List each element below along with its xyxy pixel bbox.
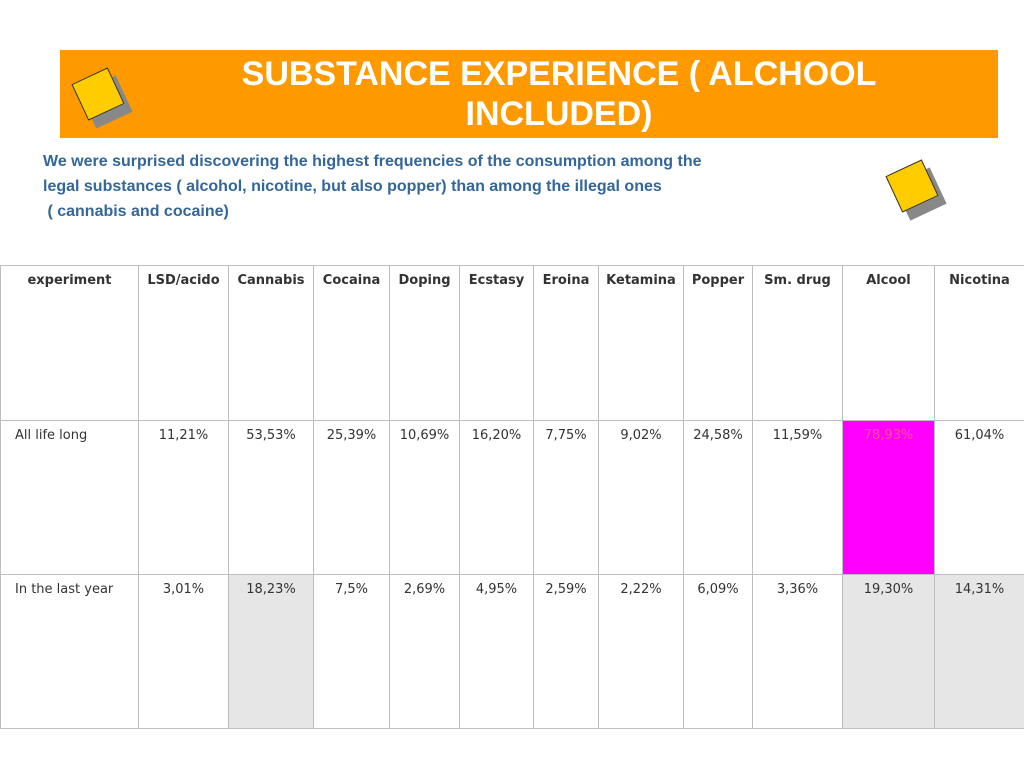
yellow-square-icon: [71, 67, 133, 129]
table-cell: 3,01%: [138, 574, 229, 729]
table-row: In the last year 3,01% 18,23% 7,5% 2,69%…: [0, 574, 1024, 729]
column-header: Doping: [389, 265, 460, 421]
table-cell: 11,59%: [752, 420, 843, 575]
table-cell: 9,02%: [598, 420, 684, 575]
table-cell: 11,21%: [138, 420, 229, 575]
table-cell: 2,69%: [389, 574, 460, 729]
table-cell: 10,69%: [389, 420, 460, 575]
table-cell: 2,22%: [598, 574, 684, 729]
column-header: Cannabis: [228, 265, 314, 421]
table-cell: 3,36%: [752, 574, 843, 729]
table-cell: 16,20%: [459, 420, 534, 575]
column-header: Sm. drug: [752, 265, 843, 421]
highlighted-cell: 78,93%: [842, 420, 935, 575]
page-title: SUBSTANCE EXPERIENCE ( ALCHOOL INCLUDED): [241, 55, 877, 133]
table-row: All life long 11,21% 53,53% 25,39% 10,69…: [0, 420, 1024, 575]
column-header: Popper: [683, 265, 753, 421]
column-header: Alcool: [842, 265, 935, 421]
column-header: Cocaina: [313, 265, 390, 421]
subtitle-line: legal substances ( alcohol, nicotine, bu…: [43, 178, 662, 195]
column-header: Eroina: [533, 265, 599, 421]
row-label: All life long: [0, 420, 139, 575]
subtitle: We were surprised discovering the highes…: [43, 149, 883, 224]
title-banner: SUBSTANCE EXPERIENCE ( ALCHOOL INCLUDED): [60, 50, 998, 138]
table-cell: 6,09%: [683, 574, 753, 729]
yellow-square-icon: [885, 159, 947, 221]
table-cell: 2,59%: [533, 574, 599, 729]
column-header: Ecstasy: [459, 265, 534, 421]
table-cell: 19,30%: [842, 574, 935, 729]
table-cell: 25,39%: [313, 420, 390, 575]
column-header: LSD/acido: [138, 265, 229, 421]
table-cell: 7,75%: [533, 420, 599, 575]
subtitle-line: ( cannabis and cocaine): [43, 203, 229, 220]
table-cell: 18,23%: [228, 574, 314, 729]
table-cell: 7,5%: [313, 574, 390, 729]
column-header: Ketamina: [598, 265, 684, 421]
table-header-row: experiment LSD/acido Cannabis Cocaina Do…: [0, 265, 1024, 421]
table-cell: 4,95%: [459, 574, 534, 729]
table-cell: 61,04%: [934, 420, 1024, 575]
table-cell: 24,58%: [683, 420, 753, 575]
table-cell: 14,31%: [934, 574, 1024, 729]
column-header: Nicotina: [934, 265, 1024, 421]
row-label: In the last year: [0, 574, 139, 729]
substance-table: experiment LSD/acido Cannabis Cocaina Do…: [0, 265, 1024, 729]
table-cell: 53,53%: [228, 420, 314, 575]
column-header: experiment: [0, 265, 139, 421]
subtitle-line: We were surprised discovering the highes…: [43, 153, 702, 170]
